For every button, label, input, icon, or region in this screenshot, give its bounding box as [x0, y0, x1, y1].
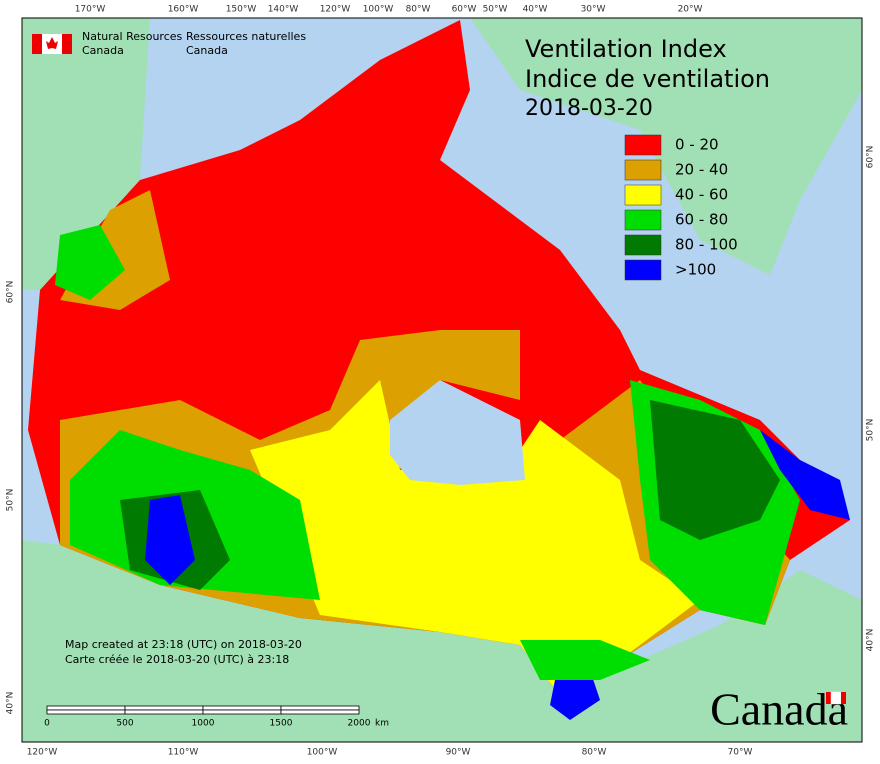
longitude-label: 40°W [523, 5, 548, 15]
footer-text: Carte créée le 2018-03-20 (UTC) à 23:18 [65, 653, 289, 666]
flag-bar [826, 692, 831, 704]
logo-text: Natural Resources [82, 30, 183, 43]
longitude-label: 160°W [168, 5, 199, 15]
scale-label: 1000 [192, 719, 215, 729]
flag-bar [32, 34, 42, 54]
scale-segment [46, 709, 126, 715]
scale-label: 0 [44, 719, 50, 729]
footer-text: Map created at 23:18 (UTC) on 2018-03-20 [65, 638, 302, 651]
scale-label: 2000 [348, 719, 371, 729]
longitude-label: 100°W [307, 748, 338, 758]
latitude-label: 50°N [6, 489, 16, 512]
legend-label: 20 - 40 [675, 161, 728, 179]
legend-swatch [624, 209, 662, 231]
region-yellow [250, 380, 700, 695]
logo-text: Canada [186, 44, 228, 57]
region-blue-south [550, 670, 600, 720]
legend-swatch [624, 159, 662, 181]
legend-label: 60 - 80 [675, 211, 728, 229]
title: Indice de ventilation [525, 65, 770, 93]
united-states [22, 540, 862, 742]
scale-segment [124, 705, 204, 711]
scale-bar: 0 500 1000 1500 2000 km [44, 705, 389, 729]
region-green-south [520, 640, 650, 680]
longitude-label: 170°W [75, 5, 106, 15]
scale-label: 500 [116, 719, 133, 729]
scale-segment [280, 709, 360, 715]
maple-leaf [46, 37, 58, 49]
scale-segment [46, 705, 126, 711]
longitude-label: 110°W [168, 748, 199, 758]
legend-swatch [624, 234, 662, 256]
longitude-label: 30°W [581, 5, 606, 15]
map [21, 17, 863, 743]
legend-swatch [624, 134, 662, 156]
scale-segment [202, 705, 282, 711]
region-green-north [55, 225, 125, 300]
longitude-label: 80°W [406, 5, 431, 15]
legend-label: 40 - 60 [675, 186, 728, 204]
scale-segment [280, 705, 360, 711]
wordmark: Canada [710, 684, 848, 735]
scale-label: 1500 [270, 719, 293, 729]
legend: 0 - 20 20 - 40 40 - 60 60 - 80 80 - 100 >100 [624, 134, 738, 281]
longitude-label: 80°W [582, 748, 607, 758]
latitude-label: 40°N [6, 692, 16, 715]
legend-label: 80 - 100 [675, 236, 738, 254]
nrcan-logo: Natural Resources Canada Ressources natu… [32, 30, 306, 57]
longitude-label: 60°W [452, 5, 477, 15]
latitude-label: 60°N [866, 146, 876, 169]
longitude-label: 90°W [446, 748, 471, 758]
flag-bar [62, 34, 72, 54]
latitude-label: 60°N [6, 281, 16, 304]
flag-bar [841, 692, 846, 704]
longitude-label: 120°W [320, 5, 351, 15]
date: 2018-03-20 [525, 96, 653, 121]
greenland [470, 18, 862, 275]
longitude-label: 150°W [226, 5, 257, 15]
logo-text: Ressources naturelles [186, 30, 306, 43]
map-frame [21, 17, 863, 743]
region-blue-west [145, 495, 195, 585]
longitude-label: 50°W [483, 5, 508, 15]
scale-segment [124, 709, 204, 715]
longitude-label: 70°W [728, 748, 753, 758]
alaska [22, 18, 150, 290]
flag-center [830, 691, 842, 705]
region-darkgreen-east [650, 400, 780, 540]
title: Ventilation Index [525, 35, 727, 63]
latitude-label: 40°N [866, 629, 876, 652]
longitude-label: 20°W [678, 5, 703, 15]
legend-label: >100 [675, 261, 716, 279]
longitude-label: 120°W [27, 748, 58, 758]
legend-swatch [624, 259, 662, 281]
scale-unit: km [375, 719, 389, 729]
logo-text: Canada [82, 44, 124, 57]
scale-segment [202, 709, 282, 715]
longitude-label: 140°W [268, 5, 299, 15]
legend-swatch [624, 184, 662, 206]
graticule-labels: 170°W 160°W 150°W 140°W 120°W 100°W 80°W 60°W 50… [6, 5, 876, 758]
hudson-bay [390, 380, 525, 485]
latitude-label: 50°N [866, 419, 876, 442]
legend-label: 0 - 20 [675, 136, 719, 154]
region-blue-east [760, 430, 850, 520]
longitude-label: 100°W [363, 5, 394, 15]
wordmark-flag [826, 691, 846, 705]
